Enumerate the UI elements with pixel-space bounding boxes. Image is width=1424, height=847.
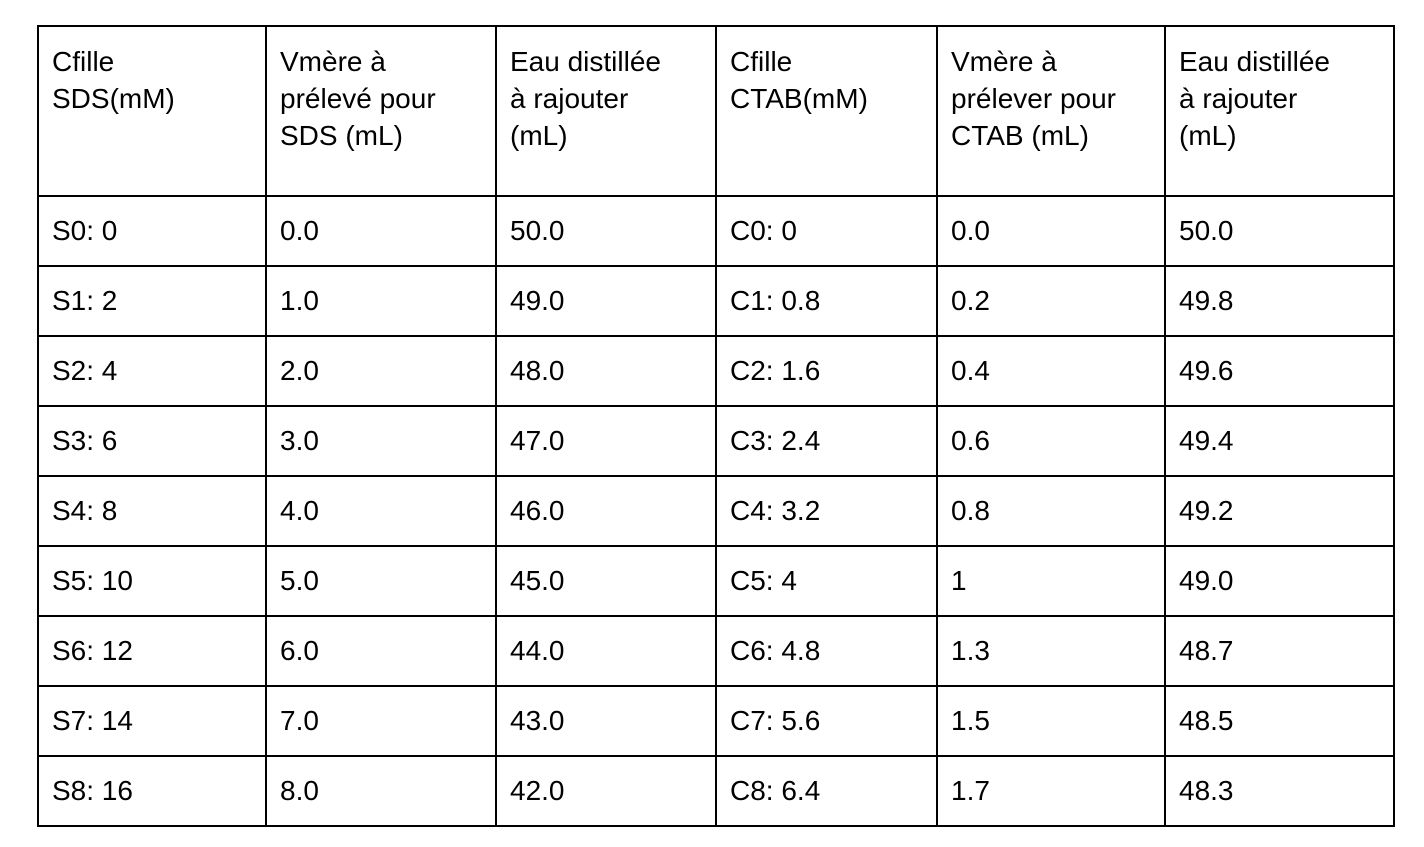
table-cell: S8: 16 (37, 755, 267, 827)
table-row: S6: 12 6.0 44.0 C6: 4.8 1.3 48.7 (37, 615, 1395, 687)
header-eau-distillee-ctab: Eau distillée à rajouter (mL) (1164, 25, 1395, 197)
table-cell: 1.5 (936, 685, 1166, 757)
dilution-table: Cfille SDS(mM) Vmère à prélevé pour SDS … (37, 25, 1395, 827)
table-cell: 0.8 (936, 475, 1166, 547)
header-vmere-sds: Vmère à prélevé pour SDS (mL) (265, 25, 497, 197)
header-eau-distillee-sds: Eau distillée à rajouter (mL) (495, 25, 717, 197)
table-cell: 48.3 (1164, 755, 1395, 827)
table-row: S5: 10 5.0 45.0 C5: 4 1 49.0 (37, 545, 1395, 617)
table-cell: 49.4 (1164, 405, 1395, 477)
table-cell: 5.0 (265, 545, 497, 617)
table-cell: S0: 0 (37, 195, 267, 267)
table-cell: 49.8 (1164, 265, 1395, 337)
table-cell: 6.0 (265, 615, 497, 687)
table-cell: S2: 4 (37, 335, 267, 407)
table-cell: 0.6 (936, 405, 1166, 477)
table-row: S1: 2 1.0 49.0 C1: 0.8 0.2 49.8 (37, 265, 1395, 337)
table-cell: 48.0 (495, 335, 717, 407)
table-cell: 7.0 (265, 685, 497, 757)
table-cell: 1.0 (265, 265, 497, 337)
header-row: Cfille SDS(mM) Vmère à prélevé pour SDS … (37, 25, 1395, 197)
table-cell: 1.7 (936, 755, 1166, 827)
table-cell: S5: 10 (37, 545, 267, 617)
table-cell: 46.0 (495, 475, 717, 547)
table-cell: 4.0 (265, 475, 497, 547)
table-row: S7: 14 7.0 43.0 C7: 5.6 1.5 48.5 (37, 685, 1395, 757)
table-cell: S7: 14 (37, 685, 267, 757)
table-cell: C4: 3.2 (715, 475, 938, 547)
table-cell: 49.6 (1164, 335, 1395, 407)
table-cell: 49.2 (1164, 475, 1395, 547)
table-cell: C7: 5.6 (715, 685, 938, 757)
table-cell: C6: 4.8 (715, 615, 938, 687)
table-cell: S3: 6 (37, 405, 267, 477)
table-cell: 1 (936, 545, 1166, 617)
table-cell: 45.0 (495, 545, 717, 617)
table-cell: 0.2 (936, 265, 1166, 337)
table-cell: C2: 1.6 (715, 335, 938, 407)
table-cell: 1.3 (936, 615, 1166, 687)
table-cell: C1: 0.8 (715, 265, 938, 337)
table-cell: C3: 2.4 (715, 405, 938, 477)
table-cell: 8.0 (265, 755, 497, 827)
table-cell: 2.0 (265, 335, 497, 407)
table-body: S0: 0 0.0 50.0 C0: 0 0.0 50.0 S1: 2 1.0 49.0 C1: … (37, 195, 1395, 827)
table-cell: 47.0 (495, 405, 717, 477)
header-cfille-ctab: Cfille CTAB(mM) (715, 25, 938, 197)
table-cell: 48.7 (1164, 615, 1395, 687)
table-cell: 0.4 (936, 335, 1166, 407)
table-cell: C5: 4 (715, 545, 938, 617)
table-cell: 49.0 (1164, 545, 1395, 617)
table-row: S3: 6 3.0 47.0 C3: 2.4 0.6 49.4 (37, 405, 1395, 477)
table-row: S8: 16 8.0 42.0 C8: 6.4 1.7 48.3 (37, 755, 1395, 827)
table-cell: 48.5 (1164, 685, 1395, 757)
table-cell: 42.0 (495, 755, 717, 827)
table-cell: 43.0 (495, 685, 717, 757)
table-cell: 50.0 (1164, 195, 1395, 267)
table-row: S2: 4 2.0 48.0 C2: 1.6 0.4 49.6 (37, 335, 1395, 407)
table-cell: 0.0 (936, 195, 1166, 267)
table-cell: 49.0 (495, 265, 717, 337)
table-cell: 44.0 (495, 615, 717, 687)
table-row: S0: 0 0.0 50.0 C0: 0 0.0 50.0 (37, 195, 1395, 267)
table-cell: 3.0 (265, 405, 497, 477)
header-vmere-ctab: Vmère à prélever pour CTAB (mL) (936, 25, 1166, 197)
table-row: S4: 8 4.0 46.0 C4: 3.2 0.8 49.2 (37, 475, 1395, 547)
table-cell: C8: 6.4 (715, 755, 938, 827)
table-cell: S6: 12 (37, 615, 267, 687)
table-cell: 50.0 (495, 195, 717, 267)
table-cell: S4: 8 (37, 475, 267, 547)
table-cell: 0.0 (265, 195, 497, 267)
header-cfille-sds: Cfille SDS(mM) (37, 25, 267, 197)
table-cell: C0: 0 (715, 195, 938, 267)
table-cell: S1: 2 (37, 265, 267, 337)
